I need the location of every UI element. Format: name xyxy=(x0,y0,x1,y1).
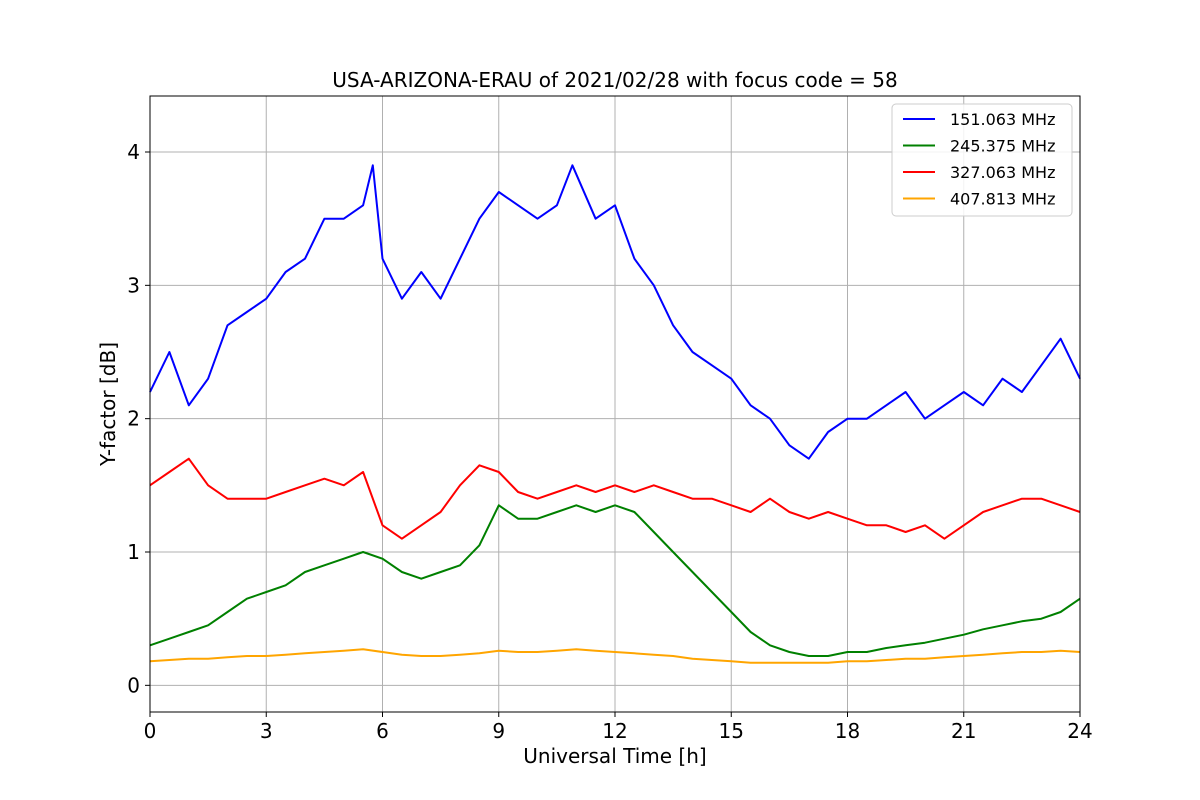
series-line-3 xyxy=(149,457,1081,540)
y-axis-label: Y-factor [dB] xyxy=(96,342,120,467)
legend-label-2: 245.375 MHz xyxy=(950,137,1055,156)
x-tick-label: 12 xyxy=(602,719,627,743)
x-tick-label: 15 xyxy=(719,719,744,743)
x-tick-label: 24 xyxy=(1067,719,1092,743)
x-tick-label: 0 xyxy=(144,719,157,743)
x-tick-label: 9 xyxy=(492,719,505,743)
y-tick-label: 1 xyxy=(127,540,140,564)
series-line-4 xyxy=(149,648,1081,664)
chart-title: USA-ARIZONA-ERAU of 2021/02/28 with focu… xyxy=(332,68,897,92)
series-layer xyxy=(149,164,1081,664)
legend-label-4: 407.813 MHz xyxy=(950,190,1055,209)
y-tick-label: 2 xyxy=(127,407,140,431)
y-tick-label: 4 xyxy=(127,140,140,164)
y-tick-label: 0 xyxy=(127,673,140,697)
x-tick-label: 21 xyxy=(951,719,976,743)
series-line-2 xyxy=(149,504,1081,657)
x-tick-label: 3 xyxy=(260,719,273,743)
legend-label-1: 151.063 MHz xyxy=(950,110,1055,129)
y-tick-label: 3 xyxy=(127,273,140,297)
x-tick-label: 6 xyxy=(376,719,389,743)
x-tick-label: 18 xyxy=(835,719,860,743)
x-axis-label: Universal Time [h] xyxy=(523,744,706,768)
legend-label-3: 327.063 MHz xyxy=(950,163,1055,182)
legend: 151.063 MHz 245.375 MHz 327.063 MHz 407.813… xyxy=(891,103,1073,217)
legend-box xyxy=(891,103,1073,217)
series-line-1 xyxy=(149,164,1081,460)
